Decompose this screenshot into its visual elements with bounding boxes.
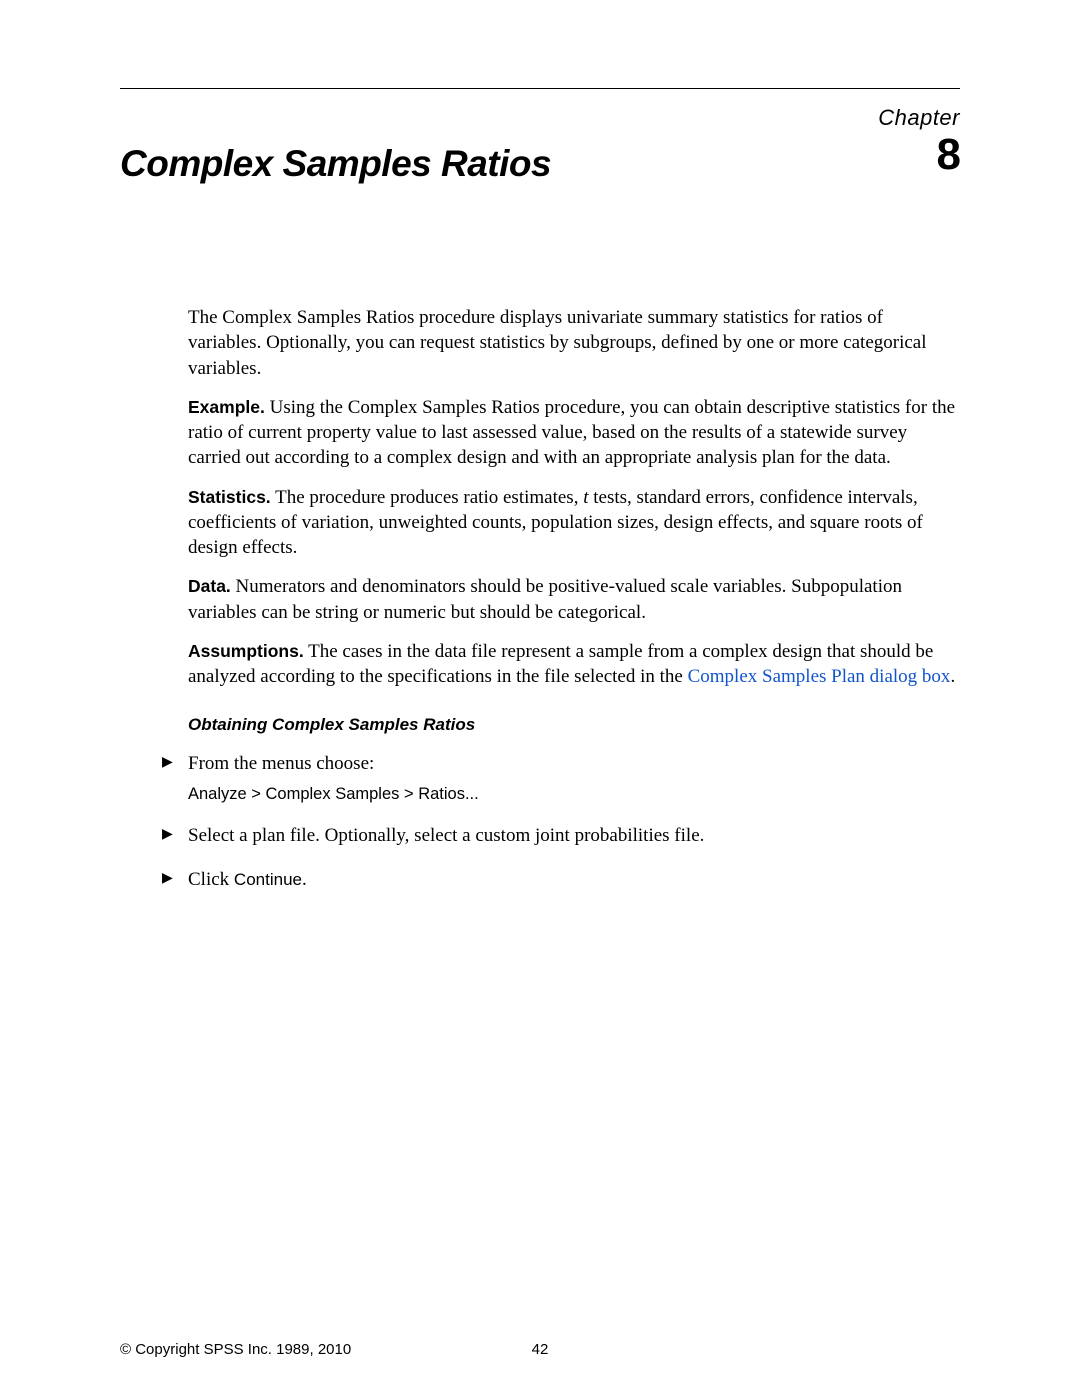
step-marker-icon: ▶	[162, 826, 173, 845]
step-marker-icon: ▶	[162, 870, 173, 889]
intro-paragraph: The Complex Samples Ratios procedure dis…	[188, 305, 960, 381]
step-3-ui-continue: Continue	[234, 870, 302, 889]
step-1: ▶ From the menus choose: Analyze > Compl…	[162, 751, 960, 805]
assumptions-label: Assumptions.	[188, 641, 304, 661]
example-paragraph: Example. Using the Complex Samples Ratio…	[188, 395, 960, 471]
step-2: ▶ Select a plan file. Optionally, select…	[162, 823, 960, 849]
footer-page-number: 42	[120, 1341, 960, 1358]
top-rule	[120, 88, 960, 89]
data-paragraph: Data. Numerators and denominators should…	[188, 574, 960, 625]
page-title: Complex Samples Ratios	[120, 143, 960, 185]
plan-dialog-link[interactable]: Complex Samples Plan dialog box	[688, 666, 951, 687]
chapter-label: Chapter	[120, 105, 960, 131]
step-1-menupath: Analyze > Complex Samples > Ratios...	[188, 783, 960, 805]
content-area: The Complex Samples Ratios procedure dis…	[188, 305, 960, 893]
data-text: Numerators and denominators should be po…	[188, 576, 902, 622]
step-3: ▶ Click Continue.	[162, 867, 960, 893]
step-1-text: From the menus choose:	[188, 753, 374, 774]
step-marker-icon: ▶	[162, 754, 173, 773]
statistics-label: Statistics.	[188, 487, 271, 507]
assumptions-text-after: .	[950, 666, 955, 687]
example-text: Using the Complex Samples Ratios procedu…	[188, 397, 955, 469]
step-2-text: Select a plan file. Optionally, select a…	[188, 825, 704, 846]
example-label: Example.	[188, 397, 265, 417]
statistics-text-before: The procedure produces ratio estimates,	[271, 487, 584, 508]
step-3-text-before: Click	[188, 869, 234, 890]
step-3-text-after: .	[302, 869, 307, 890]
statistics-paragraph: Statistics. The procedure produces ratio…	[188, 485, 960, 561]
obtaining-subheading: Obtaining Complex Samples Ratios	[188, 715, 960, 735]
data-label: Data.	[188, 576, 231, 596]
assumptions-paragraph: Assumptions. The cases in the data file …	[188, 639, 960, 690]
